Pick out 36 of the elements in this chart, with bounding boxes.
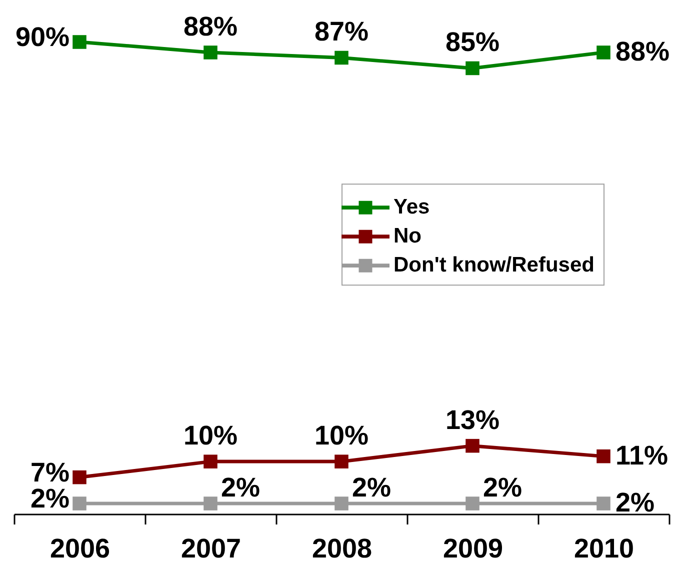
data-label: 13% [445,404,500,435]
point [204,46,218,60]
data-label: 2% [616,488,655,518]
point [72,496,86,510]
point [596,46,610,60]
data-label: 2% [482,472,522,503]
x-tick-label: 2006 [50,534,110,564]
point [596,449,610,464]
legend-label: Yes [394,196,430,219]
data-label: 88% [616,36,670,66]
x-tick-label: 2009 [442,534,504,564]
data-label: 2% [220,472,260,503]
data-label: 11% [616,440,668,470]
point [72,470,86,484]
point [596,496,610,510]
point [72,35,86,49]
data-label: 10% [183,420,238,451]
data-label: 10% [314,420,369,451]
data-label: 85% [445,27,500,58]
data-label: 2% [352,472,392,503]
data-label: 87% [314,16,369,47]
legend-label: Don't know/Refused [394,254,594,277]
point [466,496,480,510]
x-tick-label: 2010 [574,534,634,564]
point [204,496,218,510]
x-tick-label: 2007 [180,534,242,564]
point [334,454,348,468]
point [334,50,348,65]
point [466,438,480,453]
point [334,496,348,510]
data-label: 90% [15,22,70,52]
point [204,454,218,468]
point [466,61,480,76]
data-label: 88% [183,11,238,42]
x-tick-label: 2008 [312,534,372,564]
legend-label: No [394,224,422,248]
